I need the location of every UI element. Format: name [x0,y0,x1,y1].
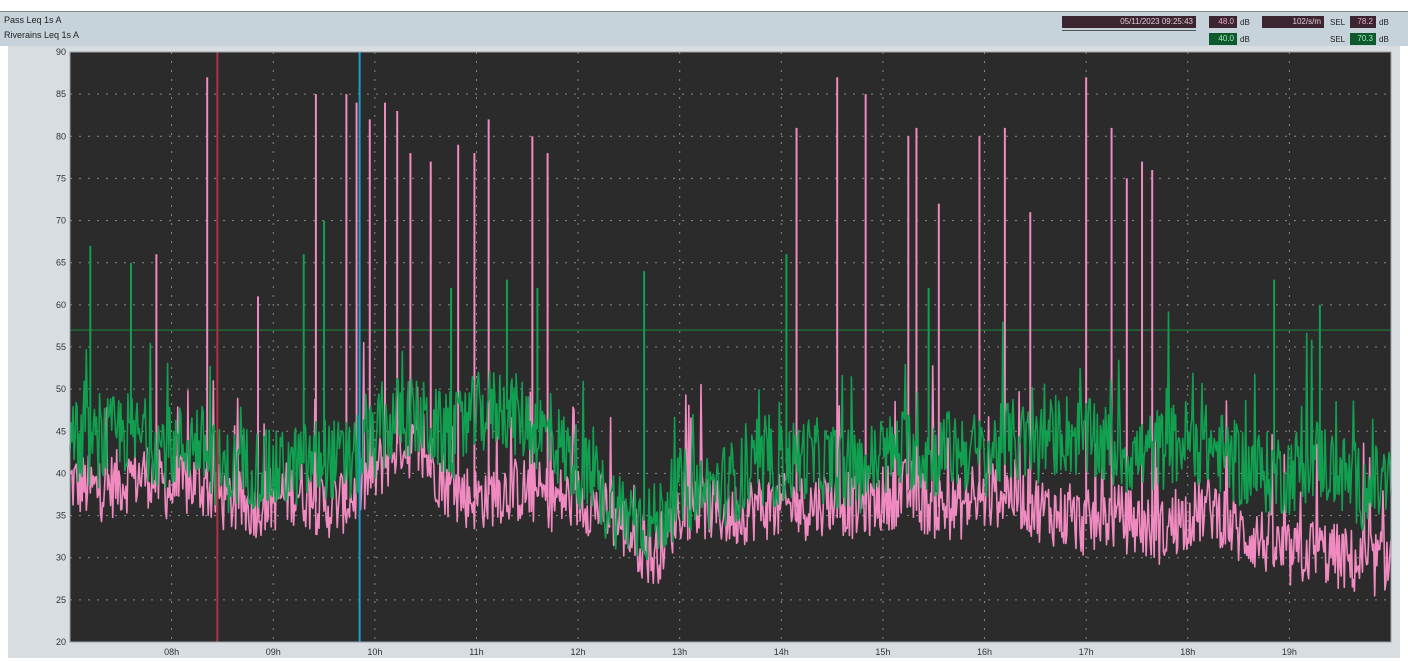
x-tick-label: 13h [672,647,687,657]
plot-area [70,52,1391,642]
value-pass: 48.0 [1209,16,1237,28]
datetime-underline [1062,30,1196,31]
unit-riverains: dB [1240,35,1250,44]
y-tick-label: 55 [56,342,66,352]
sel-unit-pass: dB [1379,18,1389,27]
sel-value-pass: 78.2 [1350,16,1376,28]
value-riverains: 40.0 [1209,33,1237,45]
rate-box: 102/s/m [1262,16,1324,28]
y-tick-label: 80 [56,131,66,141]
y-tick-label: 60 [56,300,66,310]
y-tick-label: 75 [56,173,66,183]
series-label-riverains: Riverains Leq 1s A [4,30,80,40]
y-tick-label: 65 [56,258,66,268]
cursor-datetime[interactable]: 05/11/2023 09:25:43 [1062,16,1196,28]
x-tick-label: 12h [571,647,586,657]
y-tick-label: 20 [56,637,66,647]
sel-label-riverains: SEL [1330,35,1346,44]
y-tick-label: 50 [56,384,66,394]
y-tick-label: 85 [56,89,66,99]
sel-value-riverains: 70.3 [1350,33,1376,45]
y-tick-label: 35 [56,511,66,521]
x-tick-label: 14h [774,647,789,657]
top-rule [0,11,1408,12]
x-tick-label: 18h [1180,647,1195,657]
x-tick-label: 17h [1079,647,1094,657]
y-tick-label: 40 [56,468,66,478]
y-tick-label: 25 [56,595,66,605]
x-tick-label: 11h [469,647,483,657]
y-tick-label: 90 [56,47,66,57]
unit-pass: dB [1240,18,1250,27]
x-tick-label: 15h [875,647,890,657]
plot-border [69,51,1392,643]
x-tick-label: 16h [977,647,992,657]
x-tick-label: 09h [266,647,281,657]
y-tick-label: 45 [56,426,66,436]
series-label-pass: Pass Leq 1s A [4,15,62,25]
x-tick-label: 19h [1282,647,1297,657]
x-tick-label: 10h [367,647,382,657]
sel-unit-riverains: dB [1379,35,1389,44]
y-tick-label: 30 [56,553,66,563]
sel-label-pass: SEL [1330,18,1346,27]
x-tick-label: 08h [164,647,179,657]
series-riverains-line [69,311,1392,561]
y-tick-label: 70 [56,216,66,226]
